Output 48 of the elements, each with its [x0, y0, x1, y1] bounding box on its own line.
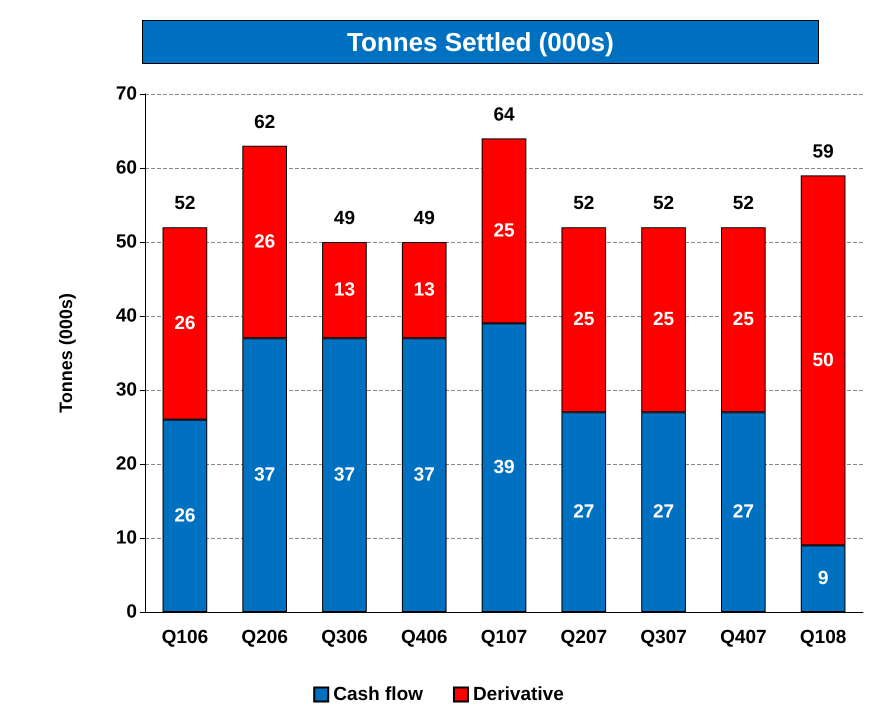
y-tick-label: 30 — [116, 380, 137, 400]
x-tick-label: Q207 — [560, 627, 608, 648]
total-label: 52 — [652, 193, 674, 214]
y-tick-label: 50 — [116, 232, 137, 252]
x-tick-label: Q107 — [480, 627, 528, 648]
y-tick-label: 20 — [116, 454, 137, 474]
chart-title: Tonnes Settled (000s) — [347, 27, 614, 57]
data-label: 50 — [812, 350, 834, 371]
x-tick-label: Q206 — [241, 627, 288, 648]
total-label: 62 — [254, 112, 276, 133]
total-label: 49 — [414, 208, 435, 229]
data-label: 27 — [573, 502, 594, 523]
data-label: 25 — [652, 309, 675, 330]
x-tick-label: Q106 — [162, 627, 208, 648]
legend-label: Derivative — [472, 684, 564, 705]
data-label: 25 — [493, 220, 515, 242]
data-label: 27 — [732, 502, 754, 523]
total-label: 52 — [732, 193, 754, 214]
data-label: 13 — [414, 280, 435, 301]
data-label: 25 — [573, 309, 595, 330]
data-label: 27 — [652, 502, 674, 523]
total-label: 49 — [334, 208, 356, 229]
total-label: 52 — [174, 193, 196, 214]
y-axis-title: Tonnes (000s) — [56, 293, 76, 413]
data-label: 25 — [732, 309, 754, 330]
data-label: 26 — [174, 312, 196, 334]
data-label: 26 — [254, 232, 276, 252]
x-tick-label: Q307 — [640, 627, 687, 648]
y-tick-label: 10 — [116, 528, 137, 548]
data-label: 39 — [493, 457, 515, 478]
y-tick-label: 0 — [126, 602, 137, 622]
total-label: 64 — [493, 104, 515, 126]
data-label: 26 — [174, 505, 196, 526]
y-tick-label: 70 — [116, 84, 137, 104]
y-tick-label: 60 — [116, 158, 137, 178]
data-label: 13 — [334, 280, 356, 301]
total-label: 52 — [573, 193, 594, 214]
total-label: 59 — [812, 141, 834, 162]
data-label: 37 — [334, 464, 356, 486]
data-label: 37 — [414, 464, 435, 486]
x-tick-label: Q108 — [800, 627, 846, 648]
data-label: 37 — [254, 464, 276, 486]
x-tick-label: Q406 — [400, 627, 448, 648]
data-label: 9 — [818, 568, 828, 590]
x-tick-label: Q407 — [720, 627, 767, 648]
x-tick-label: Q306 — [321, 627, 368, 648]
y-tick-label: 40 — [116, 306, 137, 326]
legend-label: Cash flow — [333, 684, 424, 705]
